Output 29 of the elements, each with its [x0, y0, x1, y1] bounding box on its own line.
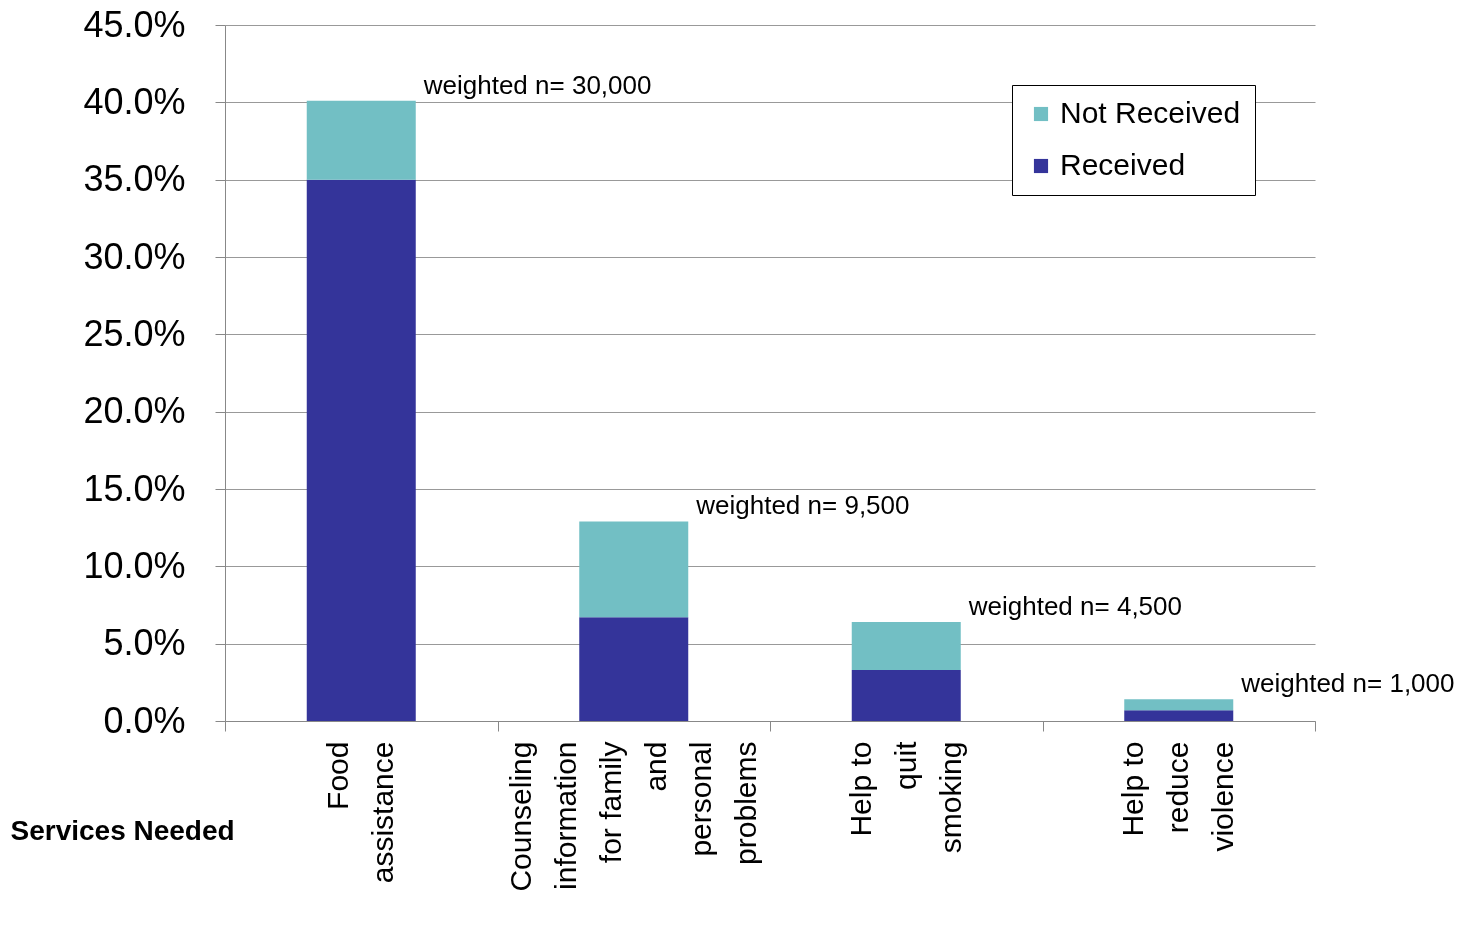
- x-tick-label: Food assistance: [321, 741, 400, 884]
- x-tick-label: Help to quit smoking: [843, 740, 967, 854]
- bar: [306, 179, 416, 721]
- x-axis-title: Services Needed: [10, 814, 235, 846]
- bar: [579, 617, 689, 721]
- bar: [851, 622, 961, 670]
- y-tick-label: 25.0%: [83, 312, 186, 354]
- y-tick-label: 15.0%: [83, 467, 186, 509]
- x-tick-label: Help to reduce violence: [1116, 741, 1240, 852]
- y-tick-label: 5.0%: [103, 622, 186, 664]
- x-tick-label: Counseling information for family and personal problems: [503, 741, 762, 892]
- bar: [851, 669, 961, 721]
- annotation: weighted n= 30,000: [422, 69, 652, 100]
- y-tick-label: 0.0%: [103, 699, 186, 741]
- y-tick-label: 40.0%: [83, 80, 186, 122]
- annotation: weighted n= 4,500: [967, 591, 1182, 622]
- y-tick-label: 45.0%: [83, 3, 186, 45]
- annotation: weighted n= 9,500: [695, 490, 910, 521]
- y-tick-label: 30.0%: [83, 235, 186, 277]
- bar: [306, 100, 416, 180]
- annotation: weighted n= 1,000: [1240, 668, 1455, 699]
- legend-label: Received: [1060, 148, 1186, 181]
- legend-label: Not Received: [1060, 96, 1241, 129]
- y-tick-label: 20.0%: [83, 390, 186, 432]
- y-tick-label: 35.0%: [83, 158, 186, 200]
- y-tick-label: 10.0%: [83, 544, 186, 586]
- bar: [1124, 699, 1234, 711]
- bar: [1124, 710, 1234, 721]
- bar: [579, 521, 689, 618]
